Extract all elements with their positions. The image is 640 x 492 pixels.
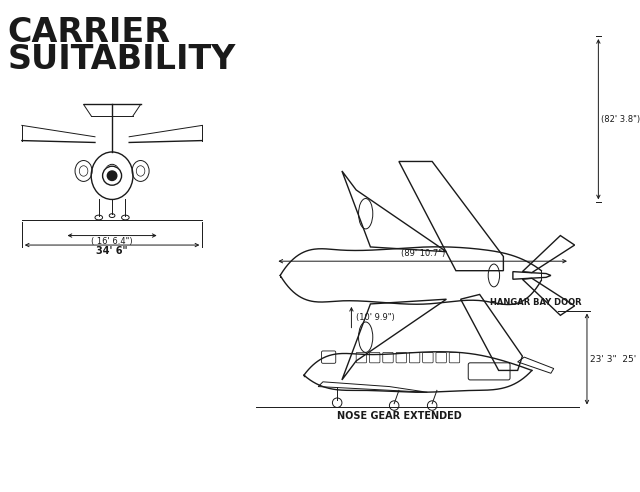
Text: (10' 9.9"): (10' 9.9") (356, 313, 395, 322)
Text: (89' 10.7"): (89' 10.7") (401, 249, 445, 258)
Circle shape (102, 166, 122, 185)
Text: 23' 3"  25': 23' 3" 25' (590, 355, 636, 364)
Circle shape (108, 171, 117, 181)
Text: CARRIER: CARRIER (8, 16, 171, 49)
Text: ( 16' 6.4"): ( 16' 6.4") (92, 237, 133, 246)
Text: NOSE GEAR EXTENDED: NOSE GEAR EXTENDED (337, 411, 461, 421)
Text: HANGAR BAY DOOR: HANGAR BAY DOOR (490, 298, 581, 307)
Text: (82' 3.8"): (82' 3.8") (601, 115, 640, 123)
Text: 34' 6": 34' 6" (97, 246, 128, 256)
Text: SUITABILITY: SUITABILITY (8, 43, 236, 76)
